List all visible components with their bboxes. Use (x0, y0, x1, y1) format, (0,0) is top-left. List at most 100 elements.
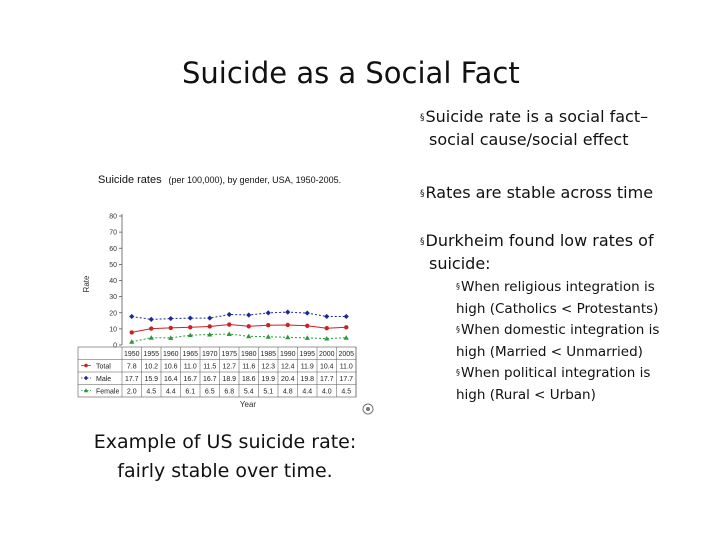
bullet-marker: § (456, 325, 460, 334)
data-label-male: 16.4 (164, 376, 178, 383)
bullet-marker: § (420, 189, 425, 199)
data-label-male: 20.4 (281, 376, 295, 383)
bullet-text-cont: suicide: (429, 254, 491, 273)
data-point-total (285, 322, 290, 328)
data-label-female: 4.0 (322, 389, 332, 396)
data-point-total (266, 322, 271, 328)
bullet-text: Suicide rate is a social fact– (425, 107, 649, 126)
data-label-total: 11.0 (184, 364, 197, 371)
data-point-female (343, 335, 349, 340)
x-tick-label: 1960 (163, 351, 179, 358)
data-label-total: 7.8 (127, 364, 137, 371)
legend-marker-male (83, 375, 89, 381)
data-point-male (168, 315, 174, 322)
x-tick-label: 1955 (143, 351, 159, 358)
plot-area: 0 10 20 30 40 50 60 70 80 (109, 214, 349, 350)
bullet-marker: § (456, 282, 460, 291)
series-line-male (131, 311, 347, 320)
sub-bullet-text-cont: high (Catholics < Protestants) (456, 300, 659, 317)
y-tick-label: 50 (109, 262, 117, 269)
data-point-male (129, 313, 135, 320)
data-label-female: 4.4 (302, 389, 312, 396)
data-point-total (324, 326, 329, 331)
logo-mark (362, 403, 374, 415)
data-label-female: 4.8 (283, 389, 293, 396)
data-point-male (246, 312, 252, 318)
data-label-male: 18.9 (222, 376, 236, 383)
data-label-male: 16.7 (203, 376, 217, 383)
data-point-male (265, 310, 271, 316)
data-label-total: 11.5 (203, 364, 216, 371)
data-label-total: 12.4 (281, 364, 295, 371)
sub-bullet-text-cont: high (Rural < Urban) (456, 386, 596, 403)
legend-label-male: Male (96, 376, 111, 383)
data-point-male (148, 316, 154, 322)
data-label-male: 16.7 (183, 376, 197, 383)
bullet-text-cont: social cause/social effect (429, 130, 629, 149)
sub-bullet-text: When religious integration is (461, 279, 655, 295)
data-label-total: 10.2 (144, 364, 158, 371)
data-point-total (227, 322, 232, 327)
sub-bullet-text-cont: high (Married < Unmarried) (456, 343, 643, 360)
data-label-male: 17.7 (320, 376, 334, 383)
data-label-male: 19.9 (261, 376, 275, 383)
bullet-text: Rates are stable across time (425, 183, 654, 202)
data-label-total: 10.6 (164, 364, 178, 371)
data-label-total: 11.6 (242, 364, 255, 371)
data-label-female: 4.5 (146, 389, 156, 396)
caption-line-2: fairly stable over time. (117, 460, 333, 482)
data-point-female (304, 335, 310, 340)
data-label-female: 6.5 (205, 389, 215, 396)
data-point-total (188, 325, 193, 330)
data-point-female (168, 335, 174, 340)
data-table: 1950 1955 1960 1965 1970 1975 1980 1985 1990 1995… (77, 346, 357, 398)
bullet-item: §Rates are stable across time (420, 182, 653, 205)
slide-title: Suicide as a Social Fact (182, 56, 520, 90)
data-point-male (285, 309, 291, 315)
data-label-total: 11.9 (301, 364, 314, 371)
chart-caption: Example of US suicide rate: fairly stabl… (80, 428, 370, 486)
data-point-total (344, 325, 349, 330)
data-label-female: 4.4 (166, 389, 176, 396)
data-label-total: 10.4 (320, 364, 334, 371)
data-point-male (324, 313, 330, 320)
data-label-male: 17.7 (339, 376, 353, 383)
x-tick-label: 1950 (124, 351, 140, 358)
x-tick-label: 1975 (221, 351, 237, 358)
legend-label-female: Female (96, 389, 119, 396)
x-axis-label: Year (240, 400, 257, 409)
data-label-male: 15.9 (144, 376, 158, 383)
chart-title: Suicide rates (per 100,000), by gender, … (98, 174, 341, 186)
data-point-female (129, 339, 135, 344)
data-point-total (246, 324, 251, 329)
data-point-female (285, 334, 291, 340)
bullet-marker: § (420, 113, 425, 123)
data-point-male (304, 310, 310, 316)
sub-bullet-item: §When domestic integration is high (Marr… (456, 319, 659, 363)
bullet-item: §Durkheim found low rates of suicide: (420, 230, 654, 274)
data-label-total: 12.3 (261, 364, 275, 371)
data-point-female (324, 335, 330, 341)
legend-marker-female (83, 388, 89, 393)
data-point-total (207, 324, 212, 329)
legend-marker-total (84, 363, 88, 368)
bullet-text: Durkheim found low rates of (425, 231, 654, 250)
data-point-female (207, 331, 213, 337)
data-label-female: 6.8 (224, 389, 234, 396)
chart-title-suffix: (per 100,000), by gender, USA, 1950-2005… (169, 175, 342, 185)
data-label-female: 2.0 (127, 389, 137, 396)
x-tick-label: 1970 (202, 351, 218, 358)
bullet-marker: § (420, 237, 425, 247)
bullet-marker: § (456, 368, 460, 377)
data-label-male: 18.6 (242, 376, 256, 383)
y-tick-label: 60 (109, 246, 117, 253)
data-point-male (343, 313, 349, 320)
y-tick-label: 20 (109, 310, 117, 317)
sub-bullet-text: When domestic integration is (461, 322, 660, 338)
sub-bullet-item: §When religious integration is high (Cat… (456, 276, 658, 320)
y-tick-label: 80 (109, 214, 117, 221)
data-label-female: 5.1 (263, 389, 273, 396)
x-tick-label: 2005 (338, 351, 354, 358)
caption-line-1: Example of US suicide rate: (93, 431, 357, 453)
data-label-male: 19.8 (300, 376, 314, 383)
